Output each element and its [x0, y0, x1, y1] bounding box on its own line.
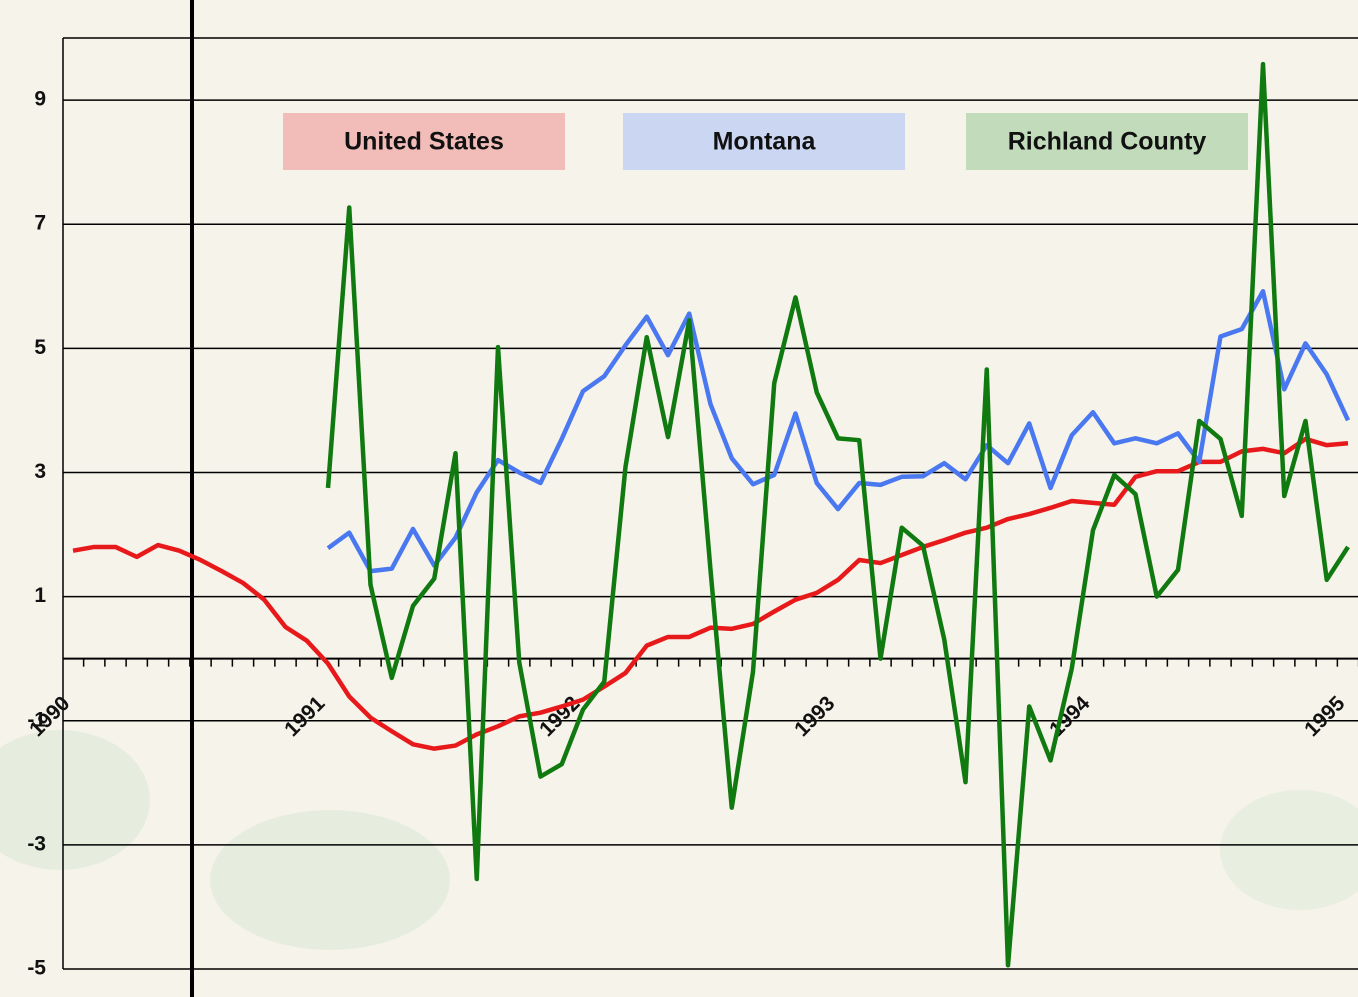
series-line	[72, 436, 1349, 751]
legend-swatch	[623, 113, 905, 170]
y-tick-label: 3	[34, 460, 46, 483]
x-tick-label: 1993	[790, 692, 839, 741]
y-tick-label: 7	[34, 212, 46, 235]
legend-label: Montana	[713, 128, 817, 156]
x-tick-label: 1994	[1045, 692, 1095, 742]
y-tick-label: 1	[34, 584, 46, 607]
legend-swatch	[283, 113, 565, 170]
legend-swatch	[966, 113, 1248, 170]
x-tick-label: 1991	[280, 692, 330, 742]
legend-label: United States	[344, 128, 504, 156]
y-tick-label: 5	[34, 336, 46, 359]
series-line	[325, 61, 1350, 968]
series-line	[326, 288, 1351, 574]
y-tick-label: -5	[27, 957, 46, 980]
legend-label: Richland County	[1008, 128, 1207, 156]
y-tick-label: -1	[27, 708, 46, 731]
background-decoration	[0, 730, 1358, 950]
x-tick-label: 1995	[1300, 692, 1350, 742]
y-tick-label: 9	[34, 88, 46, 111]
y-tick-label: -3	[27, 832, 46, 855]
